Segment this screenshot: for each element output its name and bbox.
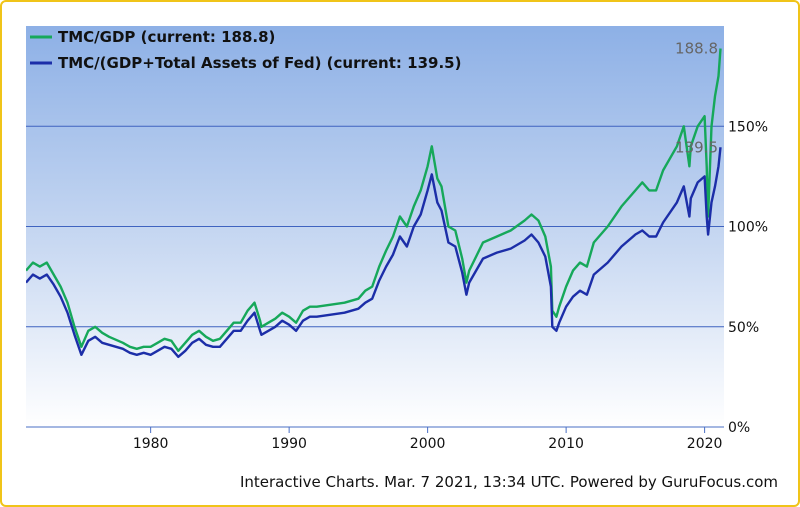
y-axis: 0% 50% 100% 150%: [728, 119, 768, 436]
y-tick-label: 100%: [728, 220, 768, 236]
legend-label: TMC/GDP (current: 188.8): [58, 28, 275, 46]
y-tick-label: 50%: [728, 320, 759, 336]
x-tick-label: 1990: [271, 436, 307, 452]
series-line-tmc-gdp: [26, 48, 722, 352]
legend: TMC/GDP (current: 188.8) TMC/(GDP+Total A…: [30, 28, 461, 72]
series-layer: [26, 48, 722, 358]
y-tick-label: 0%: [728, 420, 750, 436]
x-tick-label: 1980: [133, 436, 169, 452]
x-tick-label: 2010: [548, 436, 584, 452]
x-axis: 1980 1990 2000 2010 2020: [133, 427, 723, 452]
footer-credit: Interactive Charts. Mar. 7 2021, 13:34 U…: [240, 473, 778, 491]
y-tick-label: 150%: [728, 119, 768, 135]
x-tick-label: 2020: [687, 436, 723, 452]
legend-label: TMC/(GDP+Total Assets of Fed) (current: …: [58, 54, 461, 72]
x-tick-label: 2000: [410, 436, 446, 452]
series-end-label: 139.5: [675, 138, 718, 156]
end-labels: 188.8 139.5: [675, 39, 718, 156]
series-end-label: 188.8: [675, 39, 718, 57]
series-line-tmc-gdp-fed: [26, 147, 722, 358]
